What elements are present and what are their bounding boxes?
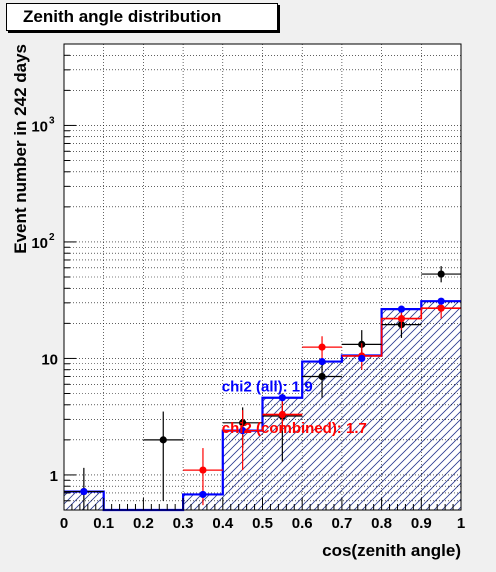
- x-tick-label: 0.7: [331, 515, 352, 532]
- data-point-blue: [278, 394, 286, 402]
- x-tick-label: 0: [60, 515, 68, 532]
- data-point-blue: [80, 487, 88, 496]
- data-point-black: [318, 372, 326, 381]
- data-point-blue: [397, 305, 406, 313]
- x-tick-label: 1: [457, 515, 465, 532]
- x-tick-label: 0.5: [252, 515, 273, 532]
- data-point-black: [159, 436, 167, 444]
- x-tick-label: 0.8: [371, 515, 392, 532]
- data-point-blue: [437, 297, 445, 305]
- y-tick-label-exponent: 2: [49, 232, 55, 243]
- data-point-red: [278, 410, 286, 419]
- y-tick-label-exponent: 3: [49, 115, 55, 126]
- data-point-red: [318, 343, 326, 351]
- data-point-black: [437, 270, 445, 278]
- y-tick-label: 10: [31, 118, 48, 135]
- data-point-blue: [358, 354, 366, 363]
- data-point-blue: [239, 427, 247, 435]
- data-point-red: [397, 314, 406, 323]
- x-tick-label: 0.6: [292, 515, 313, 532]
- x-tick-label: 0.9: [411, 515, 432, 532]
- chi2-combined-annotation: chi2 (combined): 1.7: [222, 420, 367, 437]
- y-tick-label: 1: [50, 468, 58, 485]
- y-tick-label: 10: [31, 235, 48, 252]
- x-tick-label: 0.3: [173, 515, 194, 532]
- data-point-red: [437, 304, 445, 312]
- x-tick-label: 0.4: [212, 515, 234, 532]
- y-tick-label: 10: [41, 351, 58, 368]
- chi2-all-annotation: chi2 (all): 1.9: [222, 379, 313, 396]
- data-point-blue: [199, 490, 207, 499]
- y-axis-title: Event number in 242 days: [11, 44, 30, 254]
- chart-title: Zenith angle distribution: [6, 3, 278, 31]
- data-point-red: [199, 466, 207, 474]
- data-point-blue: [318, 357, 326, 366]
- x-axis-title: cos(zenith angle): [322, 541, 461, 560]
- x-tick-label: 0.2: [133, 515, 154, 532]
- x-tick-label: 0.1: [93, 515, 114, 532]
